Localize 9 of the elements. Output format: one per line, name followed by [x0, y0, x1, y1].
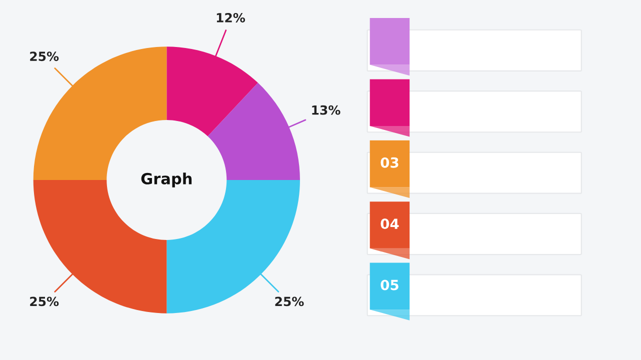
data-label: 25% — [30, 52, 59, 62]
text: 04 — [380, 218, 399, 230]
text: 03 — [380, 157, 398, 168]
data-label: 25% — [275, 296, 304, 306]
data-label: 13% — [312, 105, 340, 115]
text: 05 — [380, 280, 398, 290]
text: Graph — [141, 172, 192, 188]
data-label: 12% — [216, 13, 246, 22]
data-label: 25% — [30, 296, 59, 306]
